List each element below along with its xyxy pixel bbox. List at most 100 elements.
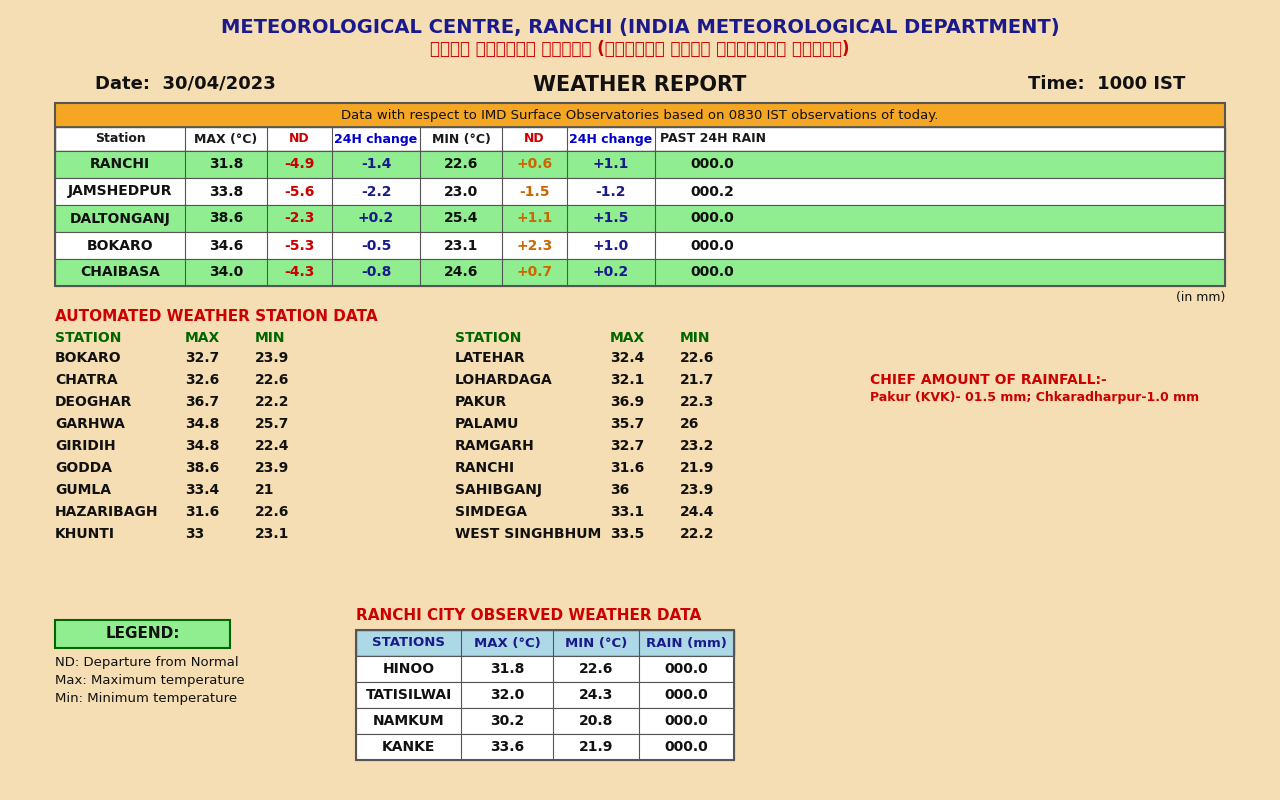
Text: 33.1: 33.1 <box>611 505 644 519</box>
Text: PAST 24H RAIN: PAST 24H RAIN <box>659 133 765 146</box>
Text: CHATRA: CHATRA <box>55 373 118 387</box>
Text: 21.9: 21.9 <box>680 461 714 475</box>
FancyBboxPatch shape <box>55 103 1225 127</box>
Text: -1.2: -1.2 <box>595 185 626 198</box>
Text: 32.6: 32.6 <box>186 373 219 387</box>
Text: +2.3: +2.3 <box>516 238 553 253</box>
Text: -4.9: -4.9 <box>284 158 315 171</box>
FancyBboxPatch shape <box>55 205 1225 232</box>
FancyBboxPatch shape <box>55 259 1225 286</box>
FancyBboxPatch shape <box>356 656 733 682</box>
Text: -5.6: -5.6 <box>284 185 315 198</box>
Text: 32.0: 32.0 <box>490 688 524 702</box>
Text: GUMLA: GUMLA <box>55 483 111 497</box>
Text: 34.8: 34.8 <box>186 439 219 453</box>
Text: 23.0: 23.0 <box>444 185 479 198</box>
Text: GIRIDIH: GIRIDIH <box>55 439 115 453</box>
Text: STATIONS: STATIONS <box>372 637 445 650</box>
Text: 24.3: 24.3 <box>579 688 613 702</box>
Text: 34.8: 34.8 <box>186 417 219 431</box>
Text: 22.2: 22.2 <box>255 395 289 409</box>
Text: 22.6: 22.6 <box>444 158 479 171</box>
Text: 23.2: 23.2 <box>680 439 714 453</box>
Text: मौसम केंद्र रांची (भारतीय मौसम विज्ञान विभाग): मौसम केंद्र रांची (भारतीय मौसम विज्ञान व… <box>430 40 850 58</box>
Text: 33.6: 33.6 <box>490 740 524 754</box>
Text: +1.5: +1.5 <box>593 211 630 226</box>
Text: LATEHAR: LATEHAR <box>454 351 526 365</box>
Text: 31.6: 31.6 <box>611 461 644 475</box>
Text: 23.9: 23.9 <box>680 483 714 497</box>
Text: KHUNTI: KHUNTI <box>55 527 115 541</box>
Text: Date:  30/04/2023: Date: 30/04/2023 <box>95 75 275 93</box>
Text: +1.1: +1.1 <box>593 158 630 171</box>
Text: 24.4: 24.4 <box>680 505 714 519</box>
Text: 38.6: 38.6 <box>209 211 243 226</box>
Text: 22.6: 22.6 <box>680 351 714 365</box>
Text: 33.5: 33.5 <box>611 527 644 541</box>
Text: 32.1: 32.1 <box>611 373 644 387</box>
Text: 21.9: 21.9 <box>579 740 613 754</box>
Text: 20.8: 20.8 <box>579 714 613 728</box>
Text: Time:  1000 IST: Time: 1000 IST <box>1028 75 1185 93</box>
Text: 22.3: 22.3 <box>680 395 714 409</box>
Text: 000.0: 000.0 <box>664 714 708 728</box>
FancyBboxPatch shape <box>55 178 1225 205</box>
FancyBboxPatch shape <box>55 232 1225 259</box>
Text: MAX (°C): MAX (°C) <box>474 637 540 650</box>
Text: 31.8: 31.8 <box>209 158 243 171</box>
FancyBboxPatch shape <box>356 682 733 708</box>
Text: 000.0: 000.0 <box>691 238 735 253</box>
Text: 25.4: 25.4 <box>444 211 479 226</box>
Text: ND: ND <box>289 133 310 146</box>
Text: 000.0: 000.0 <box>664 740 708 754</box>
Text: +1.0: +1.0 <box>593 238 630 253</box>
Text: MAX: MAX <box>611 331 645 345</box>
Text: RAMGARH: RAMGARH <box>454 439 535 453</box>
Text: STATION: STATION <box>55 331 122 345</box>
Text: HINOO: HINOO <box>383 662 435 676</box>
Text: +0.2: +0.2 <box>593 266 630 279</box>
Text: Station: Station <box>95 133 146 146</box>
Text: 30.2: 30.2 <box>490 714 524 728</box>
Text: SIMDEGA: SIMDEGA <box>454 505 527 519</box>
Text: +0.7: +0.7 <box>516 266 553 279</box>
FancyBboxPatch shape <box>356 708 733 734</box>
Text: -2.3: -2.3 <box>284 211 315 226</box>
Text: RAIN (mm): RAIN (mm) <box>646 637 727 650</box>
Text: 33: 33 <box>186 527 205 541</box>
Text: -2.2: -2.2 <box>361 185 392 198</box>
Text: WEATHER REPORT: WEATHER REPORT <box>534 75 746 95</box>
Text: 22.2: 22.2 <box>680 527 714 541</box>
Text: 23.9: 23.9 <box>255 351 289 365</box>
Text: WEST SINGHBHUM: WEST SINGHBHUM <box>454 527 602 541</box>
Text: BOKARO: BOKARO <box>55 351 122 365</box>
Text: 31.8: 31.8 <box>490 662 525 676</box>
Text: METEOROLOGICAL CENTRE, RANCHI (INDIA METEOROLOGICAL DEPARTMENT): METEOROLOGICAL CENTRE, RANCHI (INDIA MET… <box>220 18 1060 37</box>
Text: PAKUR: PAKUR <box>454 395 507 409</box>
Text: 32.4: 32.4 <box>611 351 644 365</box>
Text: RANCHI: RANCHI <box>454 461 515 475</box>
Text: 22.6: 22.6 <box>579 662 613 676</box>
Text: CHAIBASA: CHAIBASA <box>81 266 160 279</box>
Text: 22.4: 22.4 <box>255 439 289 453</box>
Text: 36: 36 <box>611 483 630 497</box>
FancyBboxPatch shape <box>55 620 230 648</box>
Text: 21: 21 <box>255 483 274 497</box>
Text: MIN: MIN <box>680 331 710 345</box>
Text: ND: ND <box>525 133 545 146</box>
Text: 36.7: 36.7 <box>186 395 219 409</box>
Text: STATION: STATION <box>454 331 521 345</box>
Text: JAMSHEDPUR: JAMSHEDPUR <box>68 185 173 198</box>
Text: MIN (°C): MIN (°C) <box>564 637 627 650</box>
Text: DEOGHAR: DEOGHAR <box>55 395 132 409</box>
Text: 26: 26 <box>680 417 699 431</box>
Text: Max: Maximum temperature: Max: Maximum temperature <box>55 674 244 687</box>
Text: -4.3: -4.3 <box>284 266 315 279</box>
Text: +0.6: +0.6 <box>516 158 553 171</box>
Text: +0.2: +0.2 <box>358 211 394 226</box>
FancyBboxPatch shape <box>356 734 733 760</box>
Text: 000.2: 000.2 <box>691 185 735 198</box>
Text: 24H change: 24H change <box>570 133 653 146</box>
Text: -5.3: -5.3 <box>284 238 315 253</box>
FancyBboxPatch shape <box>55 127 1225 151</box>
